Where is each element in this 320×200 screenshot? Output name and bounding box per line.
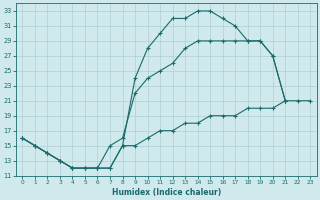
X-axis label: Humidex (Indice chaleur): Humidex (Indice chaleur) <box>112 188 221 197</box>
